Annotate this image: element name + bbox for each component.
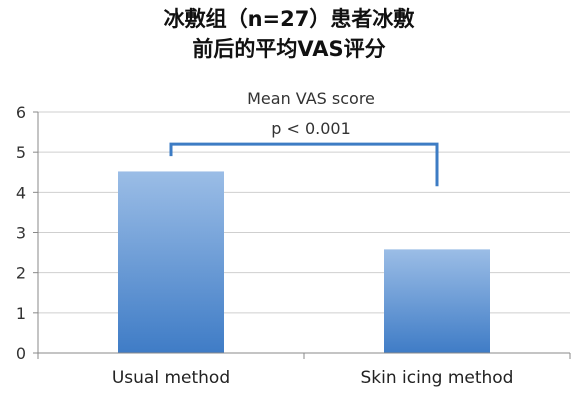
y-tick-label: 5	[16, 143, 26, 162]
gridlines	[38, 111, 570, 314]
y-tick-label: 6	[16, 103, 26, 122]
y-tick-label: 4	[16, 183, 26, 202]
y-tick-label: 3	[16, 224, 26, 243]
y-tick-label: 0	[16, 344, 26, 363]
bar-2	[384, 249, 490, 353]
y-axis: 0 1 2 3 4 5 6	[16, 103, 39, 363]
chart-title: 冰敷组（n=27）患者冰敷 前后的平均VAS评分	[0, 4, 578, 64]
title-line-2: 前后的平均VAS评分	[192, 37, 386, 61]
bar-1	[118, 171, 224, 353]
x-category-label: Usual method	[112, 368, 230, 388]
y-tick-label: 2	[16, 264, 26, 283]
x-axis: Usual method Skin icing method	[37, 352, 571, 388]
significance-bracket: p < 0.001	[169, 119, 439, 187]
title-line-1: 冰敷组（n=27）患者冰敷	[163, 7, 415, 31]
x-category-label: Skin icing method	[361, 368, 514, 388]
significance-label: p < 0.001	[271, 119, 351, 138]
chart-subtitle: Mean VAS score	[247, 89, 375, 108]
y-tick-label: 1	[16, 304, 26, 323]
bars	[118, 171, 490, 353]
significance-bracket-line	[169, 142, 439, 187]
